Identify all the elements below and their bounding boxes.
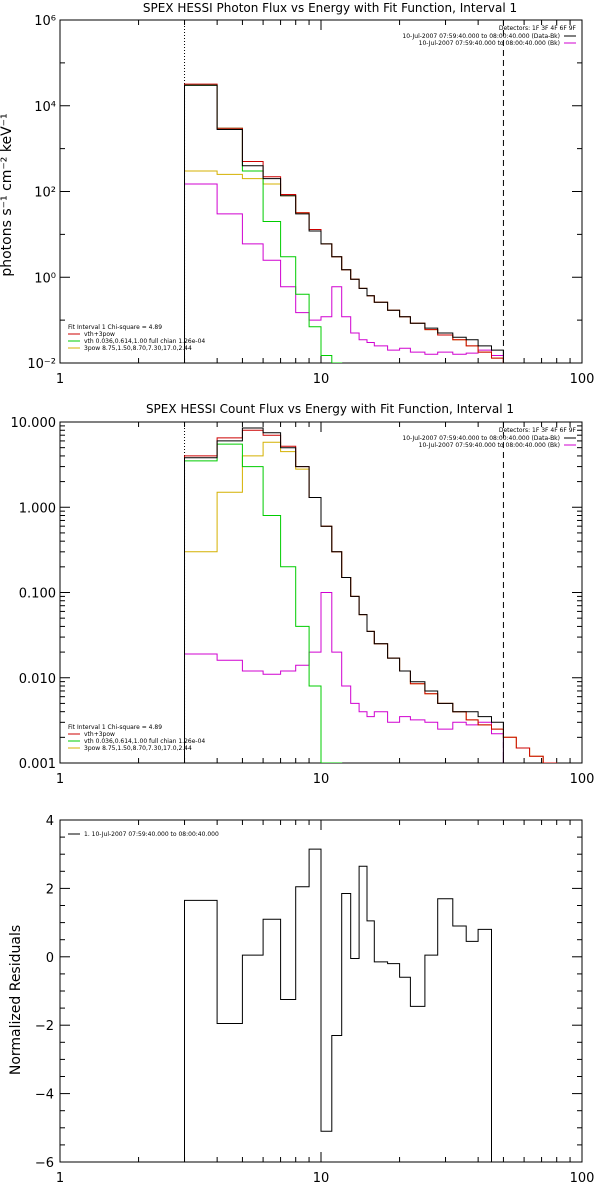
legend-left-item: vth 0.036,0.614,1.00 full chian 1.26e-04 [84,338,205,345]
legend-right-item: 10-Jul-2007 07:59:40.000 to 08:00:40.000… [402,33,560,40]
y-tick-label: 10⁶ [34,14,56,29]
y-tick-label: −4 [35,1088,54,1103]
y-tick-label: 4 [46,814,54,829]
x-tick-label: 10 [313,372,330,387]
y-tick-label: 10.000 [11,416,57,431]
y-tick-label: 10⁰ [34,271,56,286]
y-tick-label: 0 [46,951,54,966]
legend-left-item: vth 0.036,0.614,1.00 full chian 1.26e-04 [84,738,205,745]
series-line-vth [184,443,343,763]
chart-title: SPEX HESSI Count Flux vs Energy with Fit… [146,402,514,416]
legend-left-item: 1. 10-Jul-2007 07:59:40.000 to 08:00:40.… [84,831,219,838]
y-tick-label: −2 [35,1019,54,1034]
series-group [184,83,504,363]
chart-title: SPEX HESSI Photon Flux vs Energy with Fi… [143,1,517,15]
legend-left-item: 3pow 8.75,1.50,8.70,7.30,17.0,2.44 [84,345,192,352]
residuals-panel: Normalized Residuals 1 10 100 −6 −4 −2 0 2 4 1. 1… [8,814,594,1186]
fit-header: Fit Interval 1 Chi-square = 4.89 [68,324,162,331]
x-tick-label: 100 [570,372,595,387]
x-tick-label: 10 [313,1171,330,1186]
y-tick-label: 0.100 [19,587,56,602]
x-tick-label: 10 [313,772,330,787]
legend-right-item: 10-Jul-2007 07:59:40.000 to 08:00:40.000… [419,442,560,449]
fit-header: Fit Interval 1 Chi-square = 4.89 [68,724,162,731]
series-line-vth-3pow [184,429,558,763]
x-tick-label: 1 [56,1171,64,1186]
x-tick-label: 1 [56,372,64,387]
photon-flux-panel: SPEX HESSI Photon Flux vs Energy with Fi… [0,1,594,387]
series-line-data-bk [184,427,504,763]
series-group [184,427,558,763]
count-flux-panel: SPEX HESSI Count Flux vs Energy with Fit… [11,402,595,787]
legend-left-item: 3pow 8.75,1.50,8.70,7.30,17.0,2.44 [84,745,192,752]
series-line-data-bk [184,84,504,363]
y-tick-label: −6 [35,1156,54,1171]
series-line-3pow [184,441,558,763]
x-tick-label: 100 [570,772,595,787]
x-tick-label: 1 [56,772,64,787]
y-axis-label: photons s⁻¹ cm⁻² keV⁻¹ [0,113,15,276]
y-tick-label: 2 [46,882,54,897]
x-tick-label: 100 [570,1171,595,1186]
series-line-vth [184,84,343,363]
y-tick-label: 0.010 [19,672,56,687]
legend-left-item: vth+3pow [84,331,115,338]
y-tick-label: 10⁻² [27,357,56,372]
y-tick-label: 1.000 [19,501,56,516]
series-line-vth-3pow [184,83,504,363]
y-tick-label: 10² [34,186,56,201]
legend-right-item: 10-Jul-2007 07:59:40.000 to 08:00:40.000… [419,40,560,47]
detectors-label: Detectors: 1F 3F 4F 6F 9F [499,25,577,32]
y-tick-label: 10⁴ [34,100,56,115]
detectors-label: Detectors: 1F 3F 4F 6F 9F [499,427,577,434]
series-line-residuals [184,848,492,1162]
series-line-bk [184,183,504,363]
y-tick-label: 0.001 [19,757,56,772]
legend-left-item: vth+3pow [84,731,115,738]
series-line-bk [184,592,504,763]
series-group [184,848,492,1162]
y-axis-label: Normalized Residuals [8,925,24,1075]
legend-right-item: 10-Jul-2007 07:59:40.000 to 08:00:40.000… [402,435,560,442]
